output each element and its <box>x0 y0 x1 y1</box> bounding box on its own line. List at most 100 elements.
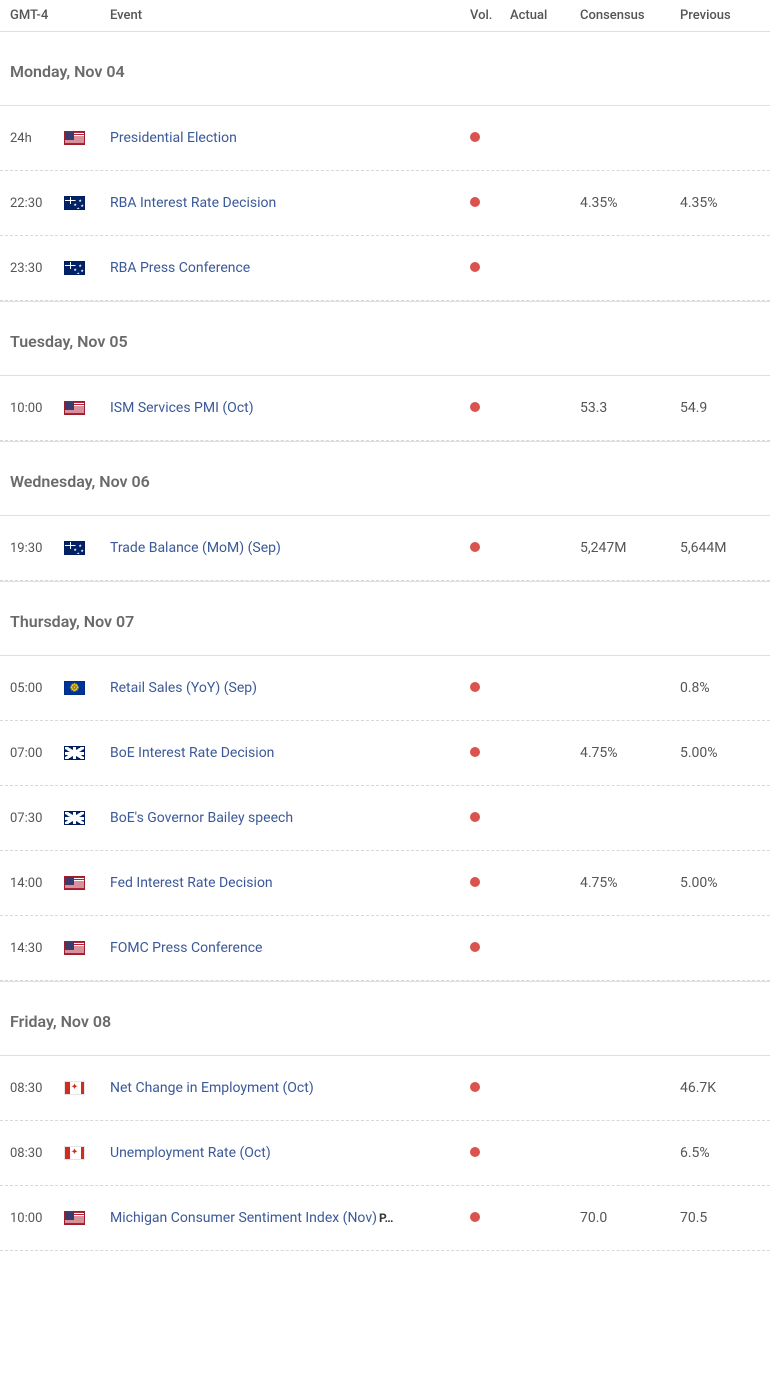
event-row[interactable]: 10:00Michigan Consumer Sentiment Index (… <box>0 1186 770 1251</box>
event-row[interactable]: 07:30 BoE's Governor Bailey speech <box>0 786 770 851</box>
volatility-cell <box>470 130 510 146</box>
event-row[interactable]: 14:30FOMC Press Conference <box>0 916 770 981</box>
event-row[interactable]: 08:30 Net Change in Employment (Oct) 46.7K <box>0 1056 770 1121</box>
consensus-value: 70.0 <box>580 1210 680 1226</box>
previous-value: 46.7K <box>680 1080 760 1096</box>
event-link[interactable]: BoE Interest Rate Decision <box>110 745 274 761</box>
event-link[interactable]: Michigan Consumer Sentiment Index (Nov) <box>110 1210 377 1226</box>
volatility-cell <box>470 875 510 891</box>
event-time: 14:00 <box>10 876 64 891</box>
event-name-cell: Trade Balance (MoM) (Sep) <box>110 540 470 556</box>
header-consensus[interactable]: Consensus <box>580 8 680 23</box>
au-flag-icon <box>64 541 85 555</box>
previous-value: 0.8% <box>680 680 760 696</box>
header-event[interactable]: Event <box>110 8 470 23</box>
volatility-high-icon <box>470 1212 480 1222</box>
us-flag-icon <box>64 876 85 890</box>
previous-value: 5.00% <box>680 745 760 761</box>
event-name-cell: RBA Interest Rate Decision <box>110 195 470 211</box>
country-flag[interactable] <box>64 401 110 415</box>
event-link[interactable]: Unemployment Rate (Oct) <box>110 1145 271 1161</box>
volatility-cell <box>470 400 510 416</box>
day-header: Thursday, Nov 07 <box>0 581 770 656</box>
event-row[interactable]: 10:00ISM Services PMI (Oct)53.354.9 <box>0 376 770 441</box>
ca-flag-icon <box>64 1081 85 1095</box>
event-row[interactable]: 14:00Fed Interest Rate Decision4.75%5.00… <box>0 851 770 916</box>
event-name-cell: ISM Services PMI (Oct) <box>110 400 470 416</box>
event-time: 08:30 <box>10 1081 64 1096</box>
country-flag[interactable] <box>64 681 110 695</box>
event-row[interactable]: 07:00 BoE Interest Rate Decision 4.75%5.00… <box>0 721 770 786</box>
country-flag[interactable] <box>64 196 110 210</box>
header-previous[interactable]: Previous <box>680 8 760 23</box>
event-row[interactable]: 22:30RBA Interest Rate Decision4.35%4.35… <box>0 171 770 236</box>
event-link[interactable]: RBA Interest Rate Decision <box>110 195 276 211</box>
uk-flag-icon <box>64 811 85 825</box>
au-flag-icon <box>64 196 85 210</box>
day-header: Friday, Nov 08 <box>0 981 770 1056</box>
volatility-high-icon <box>470 1082 480 1092</box>
country-flag[interactable] <box>64 876 110 890</box>
volatility-cell <box>470 810 510 826</box>
event-link[interactable]: Fed Interest Rate Decision <box>110 875 273 891</box>
country-flag[interactable] <box>64 746 110 760</box>
event-time: 19:30 <box>10 541 64 556</box>
country-flag[interactable] <box>64 131 110 145</box>
event-link[interactable]: Net Change in Employment (Oct) <box>110 1080 314 1096</box>
previous-value: 6.5% <box>680 1145 760 1161</box>
header-vol[interactable]: Vol. <box>470 8 510 23</box>
eu-flag-icon <box>64 681 85 695</box>
event-name-cell: RBA Press Conference <box>110 260 470 276</box>
header-actual[interactable]: Actual <box>510 8 580 23</box>
event-link[interactable]: FOMC Press Conference <box>110 940 262 956</box>
event-row[interactable]: 05:00Retail Sales (YoY) (Sep)0.8% <box>0 656 770 721</box>
event-name-cell: Retail Sales (YoY) (Sep) <box>110 680 470 696</box>
consensus-value: 4.75% <box>580 745 680 761</box>
volatility-high-icon <box>470 942 480 952</box>
previous-value: 5,644M <box>680 540 760 556</box>
event-link[interactable]: BoE's Governor Bailey speech <box>110 810 293 826</box>
event-link[interactable]: RBA Press Conference <box>110 260 250 276</box>
volatility-high-icon <box>470 132 480 142</box>
event-row[interactable]: 23:30RBA Press Conference <box>0 236 770 301</box>
volatility-cell <box>470 940 510 956</box>
table-header: GMT-4 Event Vol. Actual Consensus Previo… <box>0 0 770 32</box>
event-link[interactable]: Presidential Election <box>110 130 237 146</box>
event-link[interactable]: Retail Sales (YoY) (Sep) <box>110 680 257 696</box>
previous-value: 4.35% <box>680 195 760 211</box>
event-row[interactable]: 19:30 Trade Balance (MoM) (Sep) 5,247M5,64… <box>0 516 770 581</box>
consensus-value: 5,247M <box>580 540 680 556</box>
country-flag[interactable] <box>64 941 110 955</box>
ca-flag-icon <box>64 1146 85 1160</box>
consensus-value: 4.75% <box>580 875 680 891</box>
header-time[interactable]: GMT-4 <box>10 8 64 23</box>
event-time: 10:00 <box>10 401 64 416</box>
event-name-cell: FOMC Press Conference <box>110 940 470 956</box>
au-flag-icon <box>64 261 85 275</box>
volatility-high-icon <box>470 197 480 207</box>
previous-value: 70.5 <box>680 1210 760 1226</box>
preliminary-badge: P… <box>379 1211 393 1225</box>
volatility-cell <box>470 540 510 556</box>
country-flag[interactable] <box>64 1146 110 1160</box>
event-time: 07:00 <box>10 746 64 761</box>
event-time: 07:30 <box>10 811 64 826</box>
event-row[interactable]: 24hPresidential Election <box>0 106 770 171</box>
event-name-cell: Fed Interest Rate Decision <box>110 875 470 891</box>
volatility-high-icon <box>470 877 480 887</box>
event-link[interactable]: Trade Balance (MoM) (Sep) <box>110 540 281 556</box>
event-row[interactable]: 08:30Unemployment Rate (Oct)6.5% <box>0 1121 770 1186</box>
volatility-high-icon <box>470 682 480 692</box>
event-name-cell: Net Change in Employment (Oct) <box>110 1080 470 1096</box>
country-flag[interactable] <box>64 1081 110 1095</box>
event-name-cell: BoE Interest Rate Decision <box>110 745 470 761</box>
day-header: Monday, Nov 04 <box>0 32 770 106</box>
country-flag[interactable] <box>64 811 110 825</box>
volatility-cell <box>470 745 510 761</box>
country-flag[interactable] <box>64 541 110 555</box>
country-flag[interactable] <box>64 261 110 275</box>
country-flag[interactable] <box>64 1211 110 1225</box>
event-link[interactable]: ISM Services PMI (Oct) <box>110 400 254 416</box>
volatility-cell <box>470 1210 510 1226</box>
volatility-high-icon <box>470 747 480 757</box>
